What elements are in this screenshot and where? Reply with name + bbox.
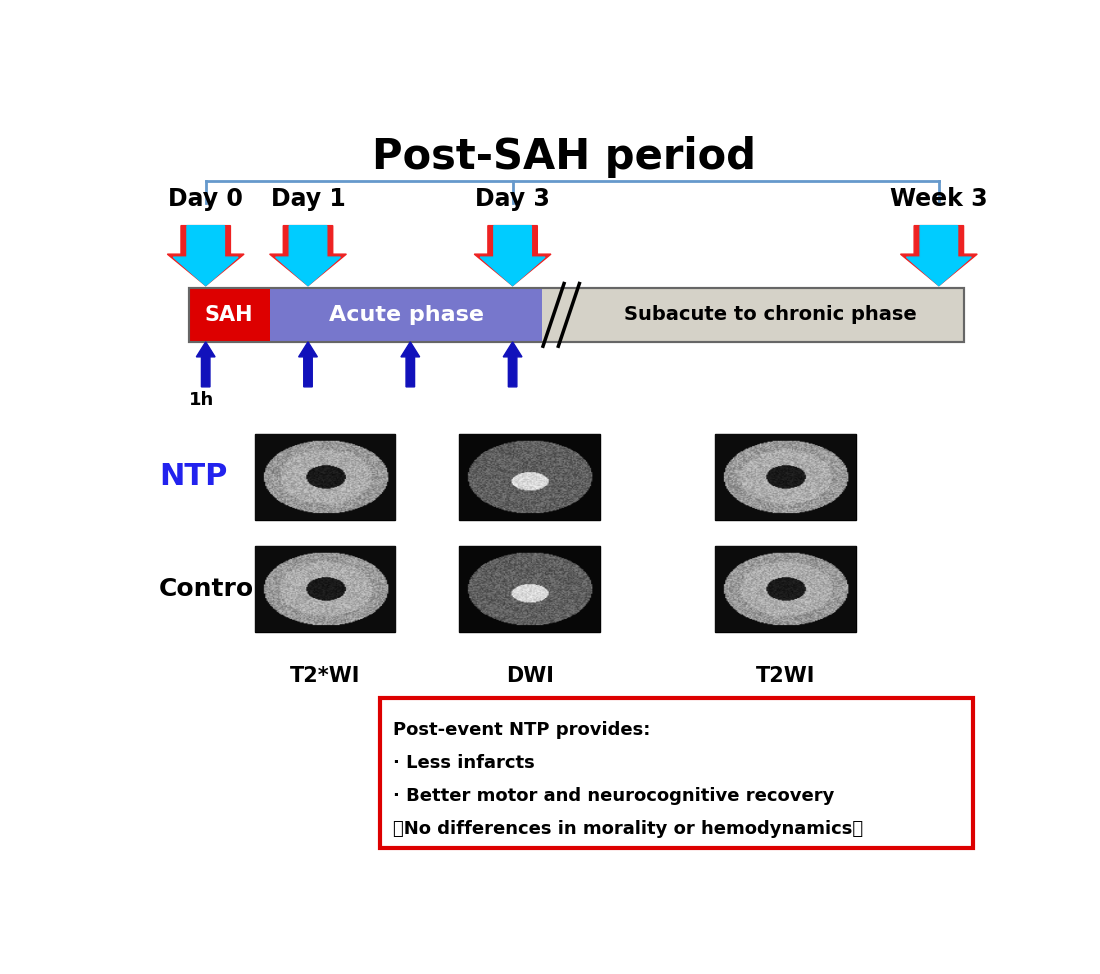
Bar <box>270 288 542 342</box>
Text: · Less infarcts: · Less infarcts <box>394 754 535 771</box>
Text: 1h: 1h <box>189 391 214 409</box>
Bar <box>255 546 395 632</box>
Text: Day 0: Day 0 <box>168 187 243 210</box>
Text: Day 3: Day 3 <box>475 187 550 210</box>
Bar <box>460 433 600 520</box>
Text: · Better motor and neurocognitive recovery: · Better motor and neurocognitive recove… <box>394 787 835 805</box>
Text: Day 1: Day 1 <box>271 187 345 210</box>
Text: Post-event NTP provides:: Post-event NTP provides: <box>394 721 650 738</box>
Bar <box>715 546 856 632</box>
Text: SAH: SAH <box>205 305 253 325</box>
Text: NTP: NTP <box>158 463 228 491</box>
FancyArrow shape <box>901 226 977 285</box>
FancyArrow shape <box>503 342 522 387</box>
FancyArrow shape <box>400 342 420 387</box>
Text: Week 3: Week 3 <box>890 187 988 210</box>
Text: Control: Control <box>158 578 263 601</box>
Bar <box>715 433 856 520</box>
Bar <box>189 288 965 342</box>
Text: （No differences in morality or hemodynamics）: （No differences in morality or hemodynam… <box>394 819 864 838</box>
Text: T2WI: T2WI <box>756 666 815 686</box>
Text: Post-SAH period: Post-SAH period <box>372 135 756 177</box>
Bar <box>189 288 965 342</box>
Text: T2*WI: T2*WI <box>290 666 360 686</box>
Bar <box>189 288 270 342</box>
Text: DWI: DWI <box>506 666 553 686</box>
Bar <box>460 546 600 632</box>
FancyArrow shape <box>474 226 551 285</box>
FancyArrow shape <box>906 226 971 285</box>
FancyArrow shape <box>167 226 244 285</box>
Bar <box>381 698 974 848</box>
FancyArrow shape <box>481 226 544 285</box>
Bar <box>255 433 395 520</box>
FancyArrow shape <box>196 342 216 387</box>
FancyArrow shape <box>298 342 318 387</box>
FancyArrow shape <box>270 226 346 285</box>
Text: Acute phase: Acute phase <box>329 305 484 325</box>
FancyArrow shape <box>276 226 340 285</box>
FancyArrow shape <box>174 226 238 285</box>
Text: Subacute to chronic phase: Subacute to chronic phase <box>624 306 917 324</box>
